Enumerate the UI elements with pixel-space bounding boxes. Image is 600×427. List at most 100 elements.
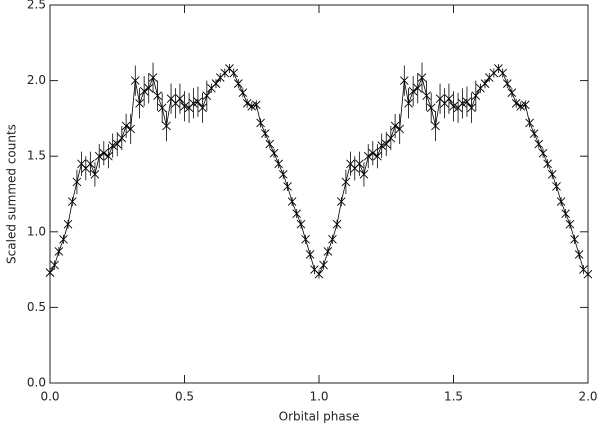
data-point bbox=[355, 159, 364, 169]
data-point bbox=[319, 260, 328, 270]
data-point bbox=[256, 118, 265, 128]
data-point bbox=[287, 197, 297, 206]
data-point bbox=[274, 159, 283, 169]
data-point bbox=[556, 197, 566, 206]
data-point bbox=[314, 269, 324, 279]
data-point bbox=[341, 177, 351, 187]
data-point bbox=[390, 121, 400, 131]
data-point bbox=[422, 91, 431, 101]
y-tick-label: 0.0 bbox=[27, 376, 46, 390]
data-point bbox=[516, 101, 526, 111]
data-point bbox=[381, 139, 391, 149]
data-point bbox=[377, 141, 386, 150]
data-point bbox=[507, 88, 517, 98]
data-point bbox=[45, 268, 55, 277]
y-tick-label: 2.0 bbox=[27, 73, 46, 87]
data-point bbox=[175, 94, 185, 104]
data-point bbox=[121, 121, 131, 131]
data-point bbox=[130, 76, 140, 85]
y-tick-label: 1.5 bbox=[27, 149, 46, 163]
data-point bbox=[404, 98, 413, 108]
data-point bbox=[135, 98, 144, 108]
data-point bbox=[68, 197, 77, 206]
data-point bbox=[260, 129, 270, 138]
y-tick-label: 1.0 bbox=[27, 224, 46, 238]
data-point bbox=[72, 177, 82, 187]
data-point bbox=[189, 98, 198, 108]
data-point bbox=[238, 88, 248, 98]
data-point bbox=[148, 73, 158, 82]
data-point bbox=[426, 103, 436, 113]
data-point bbox=[413, 83, 423, 93]
data-point bbox=[529, 129, 539, 138]
x-tick-label: 0.0 bbox=[40, 390, 59, 404]
x-tick-label: 0.5 bbox=[175, 390, 194, 404]
series-line bbox=[49, 67, 589, 275]
data-point bbox=[265, 139, 275, 149]
data-point bbox=[139, 86, 149, 96]
data-point bbox=[323, 247, 333, 256]
data-point bbox=[561, 209, 570, 218]
data-point bbox=[565, 219, 575, 229]
data-point bbox=[144, 83, 154, 93]
data-point bbox=[525, 118, 534, 128]
data-point bbox=[471, 91, 481, 101]
data-point bbox=[292, 209, 301, 218]
data-point bbox=[399, 76, 409, 85]
x-tick-label: 1.5 bbox=[444, 390, 463, 404]
data-point bbox=[521, 100, 530, 110]
x-tick-label: 1.0 bbox=[309, 390, 328, 404]
data-point bbox=[153, 91, 162, 101]
data-point bbox=[198, 103, 207, 113]
data-point bbox=[126, 124, 136, 134]
data-point bbox=[498, 68, 508, 78]
data-point bbox=[86, 159, 95, 169]
data-point bbox=[90, 170, 100, 179]
data-point bbox=[449, 101, 458, 111]
data-point bbox=[458, 98, 467, 108]
data-point bbox=[543, 159, 552, 169]
data-point bbox=[337, 197, 346, 206]
data-point bbox=[368, 148, 378, 158]
data-point bbox=[193, 97, 203, 107]
data-point bbox=[373, 151, 382, 161]
data-point bbox=[301, 235, 310, 244]
data-point bbox=[305, 250, 315, 259]
data-point bbox=[467, 103, 476, 113]
data-point bbox=[570, 235, 579, 244]
data-point bbox=[363, 151, 373, 161]
data-point bbox=[408, 86, 418, 96]
data-point bbox=[229, 68, 239, 78]
data-point bbox=[112, 139, 122, 149]
data-point bbox=[583, 269, 593, 279]
y-axis-title: Scaled summed counts bbox=[5, 124, 19, 264]
x-tick-label: 2.0 bbox=[578, 390, 597, 404]
data-point bbox=[417, 73, 427, 82]
data-point bbox=[462, 97, 472, 107]
data-point bbox=[328, 235, 337, 244]
data-point bbox=[332, 219, 342, 229]
data-point bbox=[359, 170, 369, 179]
data-point bbox=[395, 124, 405, 134]
data-point bbox=[99, 148, 109, 158]
data-point bbox=[538, 148, 548, 158]
data-point bbox=[502, 79, 512, 88]
data-point bbox=[242, 98, 252, 108]
data-point bbox=[431, 121, 440, 131]
data-point bbox=[547, 170, 557, 179]
data-point bbox=[202, 91, 212, 101]
data-point bbox=[104, 151, 113, 161]
y-tick-label: 2.5 bbox=[27, 0, 46, 12]
data-point bbox=[252, 100, 261, 110]
data-point bbox=[63, 219, 73, 229]
data-point bbox=[50, 260, 59, 270]
data-point bbox=[269, 148, 279, 158]
y-tick-label: 0.5 bbox=[27, 300, 46, 314]
data-point bbox=[386, 133, 396, 143]
data-point bbox=[59, 235, 68, 244]
data-point bbox=[247, 101, 257, 111]
data-point bbox=[94, 151, 104, 161]
data-point bbox=[54, 247, 64, 256]
data-point bbox=[278, 170, 288, 179]
